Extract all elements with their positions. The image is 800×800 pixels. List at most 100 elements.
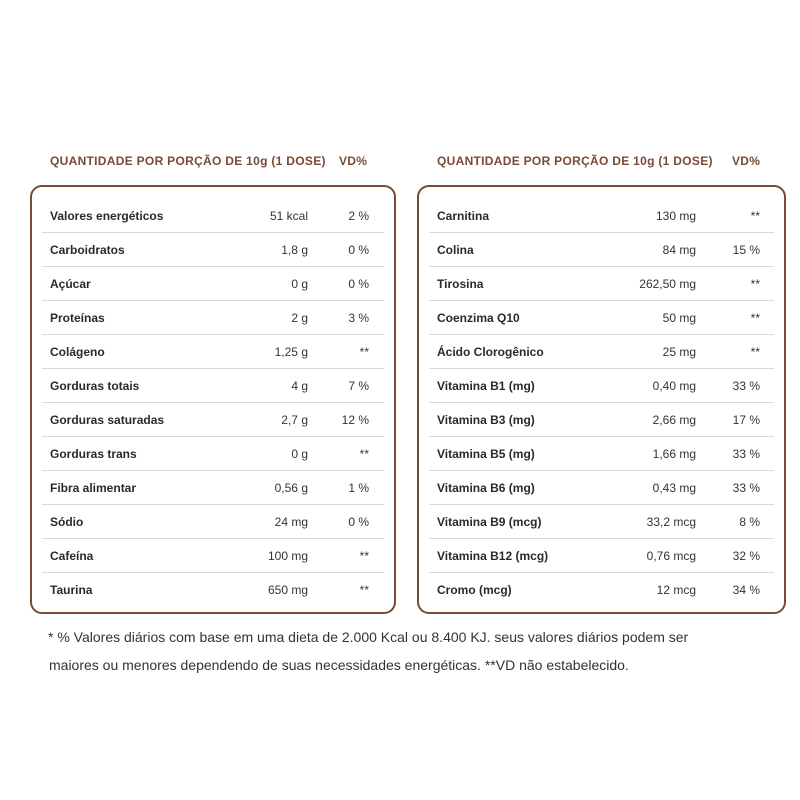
nutrient-quantity: 130 mg [655, 209, 696, 223]
nutrient-vd: 17 % [732, 413, 760, 427]
nutrient-vd: 3 % [348, 311, 369, 325]
nutrient-vd: 33 % [732, 481, 760, 495]
table-row: Vitamina B3 (mg) 2,66 mg 17 % [429, 403, 774, 437]
table-row: Valores energéticos 51 kcal 2 % [42, 199, 384, 233]
nutrient-quantity: 0,43 mg [652, 481, 696, 495]
nutrient-quantity: 84 mg [662, 243, 696, 257]
nutrient-quantity: 1,66 mg [652, 447, 696, 461]
nutrient-quantity: 2 g [291, 311, 308, 325]
nutrient-vd: 33 % [732, 447, 760, 461]
nutrient-quantity: 1,8 g [281, 243, 308, 257]
nutrient-name: Vitamina B6 (mg) [437, 481, 535, 495]
nutrient-name: Cromo (mcg) [437, 583, 512, 597]
table-header: QUANTIDADE POR PORÇÃO DE 10g (1 DOSE) VD… [30, 150, 396, 174]
nutrient-vd: 7 % [348, 379, 369, 393]
nutrient-vd: 0 % [348, 515, 369, 529]
nutrient-name: Gorduras trans [50, 447, 137, 461]
nutrient-vd: 0 % [348, 243, 369, 257]
table-row: Colágeno 1,25 g ** [42, 335, 384, 369]
footnote-line-2: maiores ou menores dependendo de suas ne… [49, 657, 629, 673]
nutrient-vd: 0 % [348, 277, 369, 291]
nutrient-name: Cafeína [50, 549, 94, 563]
table-row: Gorduras saturadas 2,7 g 12 % [42, 403, 384, 437]
table-header: QUANTIDADE POR PORÇÃO DE 10g (1 DOSE) VD… [417, 150, 786, 174]
nutrient-quantity: 2,66 mg [652, 413, 696, 427]
table-row: Tirosina 262,50 mg ** [429, 267, 774, 301]
table-row: Gorduras trans 0 g ** [42, 437, 384, 471]
nutrient-quantity: 0,40 mg [652, 379, 696, 393]
nutrient-vd: ** [359, 549, 369, 563]
nutrient-name: Valores energéticos [50, 209, 164, 223]
table-row: Vitamina B12 (mcg) 0,76 mcg 32 % [429, 539, 774, 573]
nutrient-name: Ácido Clorogênico [437, 345, 544, 359]
nutrient-vd: 2 % [348, 209, 369, 223]
nutrient-name: Vitamina B12 (mcg) [437, 549, 549, 563]
table-row: Vitamina B9 (mcg) 33,2 mcg 8 % [429, 505, 774, 539]
nutrient-name: Vitamina B5 (mg) [437, 447, 535, 461]
table-box: Valores energéticos 51 kcal 2 % Carboidrato… [30, 185, 396, 614]
nutrient-vd: ** [750, 209, 760, 223]
nutrient-name: Proteínas [50, 311, 105, 325]
table-row: Carnitina 130 mg ** [429, 199, 774, 233]
nutrient-name: Taurina [50, 583, 93, 597]
nutrient-vd: ** [359, 583, 369, 597]
table-row: Taurina 650 mg ** [42, 573, 384, 606]
nutrient-name: Vitamina B9 (mcg) [437, 515, 542, 529]
nutrient-vd: ** [750, 277, 760, 291]
nutrition-table-left: QUANTIDADE POR PORÇÃO DE 10g (1 DOSE) VD… [30, 150, 396, 614]
nutrient-quantity: 51 kcal [269, 209, 308, 223]
nutrient-vd: 33 % [732, 379, 760, 393]
nutrient-quantity: 33,2 mcg [646, 515, 696, 529]
nutrient-quantity: 24 mg [274, 515, 308, 529]
table-row: Proteínas 2 g 3 % [42, 301, 384, 335]
nutrient-quantity: 0 g [291, 277, 308, 291]
nutrient-name: Vitamina B1 (mg) [437, 379, 535, 393]
table-row: Vitamina B1 (mg) 0,40 mg 33 % [429, 369, 774, 403]
nutrient-quantity: 0,76 mcg [646, 549, 696, 563]
nutrient-quantity: 25 mg [662, 345, 696, 359]
footnote: * % Valores diários com base em uma diet… [48, 623, 768, 679]
nutrient-name: Carnitina [437, 209, 490, 223]
nutrient-name: Tirosina [437, 277, 484, 291]
nutrient-quantity: 12 mcg [656, 583, 696, 597]
nutrient-quantity: 50 mg [662, 311, 696, 325]
nutrient-vd: 8 % [739, 515, 760, 529]
nutrient-vd: ** [750, 311, 760, 325]
header-vd: VD% [339, 154, 368, 168]
table-row: Colina 84 mg 15 % [429, 233, 774, 267]
nutrient-quantity: 650 mg [267, 583, 308, 597]
nutrient-name: Colágeno [50, 345, 105, 359]
nutrient-name: Gorduras saturadas [50, 413, 165, 427]
nutrient-quantity: 4 g [291, 379, 308, 393]
table-row: Carboidratos 1,8 g 0 % [42, 233, 384, 267]
header-title: QUANTIDADE POR PORÇÃO DE 10g (1 DOSE) [437, 154, 713, 168]
nutrient-vd: 32 % [732, 549, 760, 563]
table-rows: Valores energéticos 51 kcal 2 % Carboidrato… [32, 199, 394, 606]
table-row: Vitamina B6 (mg) 0,43 mg 33 % [429, 471, 774, 505]
nutrient-name: Vitamina B3 (mg) [437, 413, 535, 427]
nutrient-vd: ** [359, 447, 369, 461]
nutrient-name: Açúcar [50, 277, 91, 291]
table-row: Vitamina B5 (mg) 1,66 mg 33 % [429, 437, 774, 471]
nutrient-name: Colina [437, 243, 474, 257]
table-box: Carnitina 130 mg ** Colina 84 mg 15 % Tirosina… [417, 185, 786, 614]
nutrient-quantity: 0,56 g [274, 481, 308, 495]
table-row: Fibra alimentar 0,56 g 1 % [42, 471, 384, 505]
table-row: Gorduras totais 4 g 7 % [42, 369, 384, 403]
nutrient-name: Gorduras totais [50, 379, 140, 393]
nutrient-vd: ** [359, 345, 369, 359]
table-row: Coenzima Q10 50 mg ** [429, 301, 774, 335]
table-row: Cafeína 100 mg ** [42, 539, 384, 573]
nutrient-name: Carboidratos [50, 243, 125, 257]
table-row: Ácido Clorogênico 25 mg ** [429, 335, 774, 369]
nutrient-vd: 34 % [732, 583, 760, 597]
table-row: Sódio 24 mg 0 % [42, 505, 384, 539]
table-rows: Carnitina 130 mg ** Colina 84 mg 15 % Tirosina… [419, 199, 784, 606]
nutrient-name: Coenzima Q10 [437, 311, 520, 325]
nutrient-vd: 15 % [732, 243, 760, 257]
nutrient-quantity: 100 mg [267, 549, 308, 563]
nutrient-name: Fibra alimentar [50, 481, 137, 495]
nutrient-quantity: 262,50 mg [639, 277, 696, 291]
nutrient-vd: 12 % [341, 413, 369, 427]
table-row: Cromo (mcg) 12 mcg 34 % [429, 573, 774, 606]
